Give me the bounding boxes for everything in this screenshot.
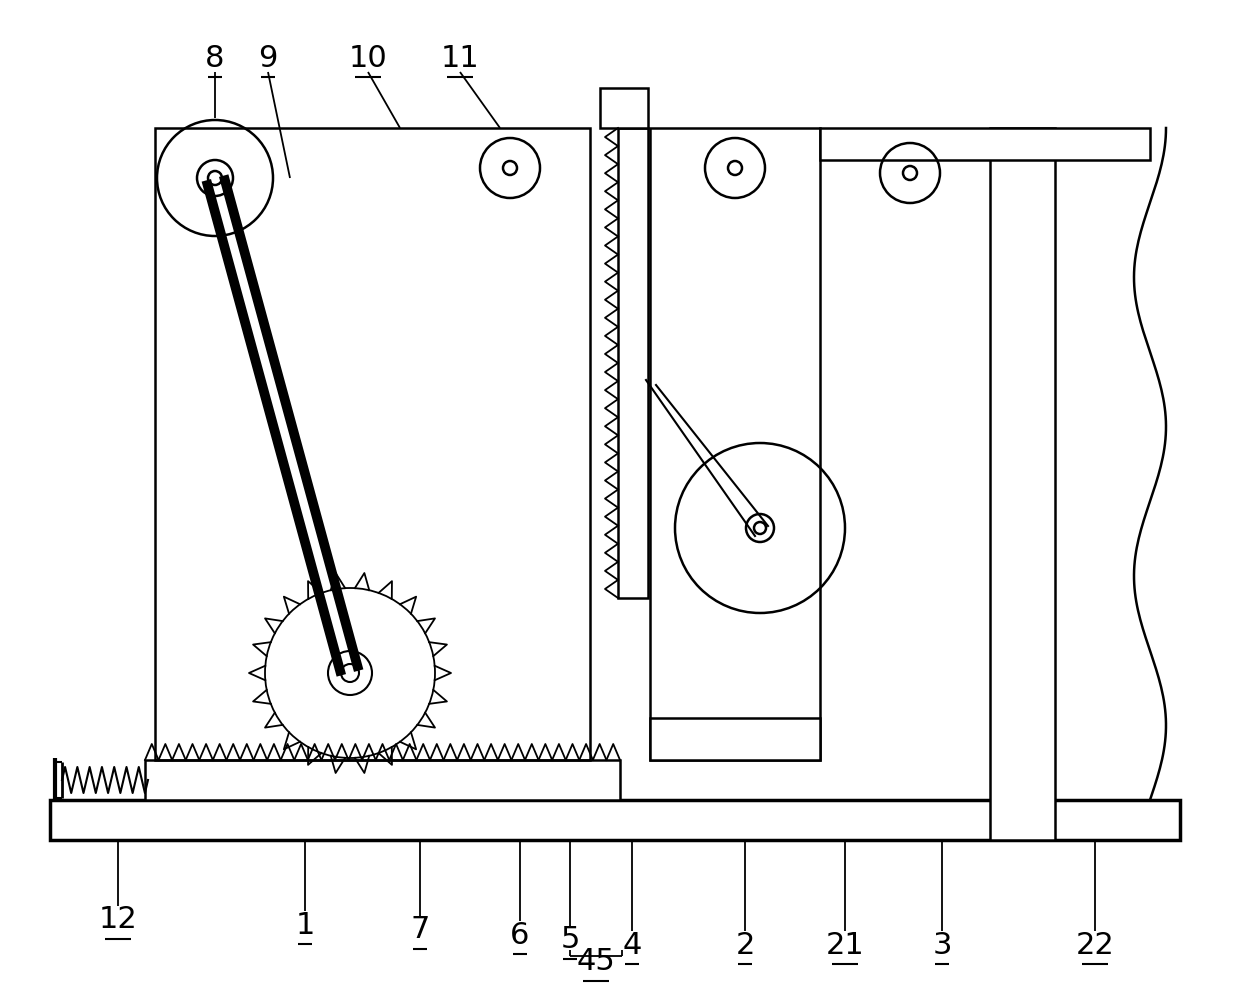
Text: 7: 7 [410, 915, 430, 944]
Text: 3: 3 [932, 930, 952, 959]
Bar [145, 760, 620, 800]
Bar [650, 718, 820, 760]
Bar [990, 128, 1055, 840]
Bar [155, 128, 590, 760]
Text: 9: 9 [258, 44, 278, 73]
Text: 22: 22 [1075, 930, 1115, 959]
Text: 8: 8 [206, 44, 224, 73]
Bar [600, 88, 649, 128]
Text: 5: 5 [560, 925, 579, 954]
Text: 21: 21 [826, 930, 864, 959]
Text: 45: 45 [577, 947, 615, 976]
Bar [50, 800, 1180, 840]
Text: 1: 1 [295, 910, 315, 939]
Bar [820, 128, 1149, 160]
Text: 11: 11 [440, 44, 480, 73]
Bar [618, 128, 649, 598]
Text: 4: 4 [622, 930, 641, 959]
Text: 6: 6 [511, 920, 529, 949]
Text: 2: 2 [735, 930, 755, 959]
Bar [650, 128, 820, 760]
Text: 10: 10 [348, 44, 387, 73]
Text: 12: 12 [99, 905, 138, 934]
